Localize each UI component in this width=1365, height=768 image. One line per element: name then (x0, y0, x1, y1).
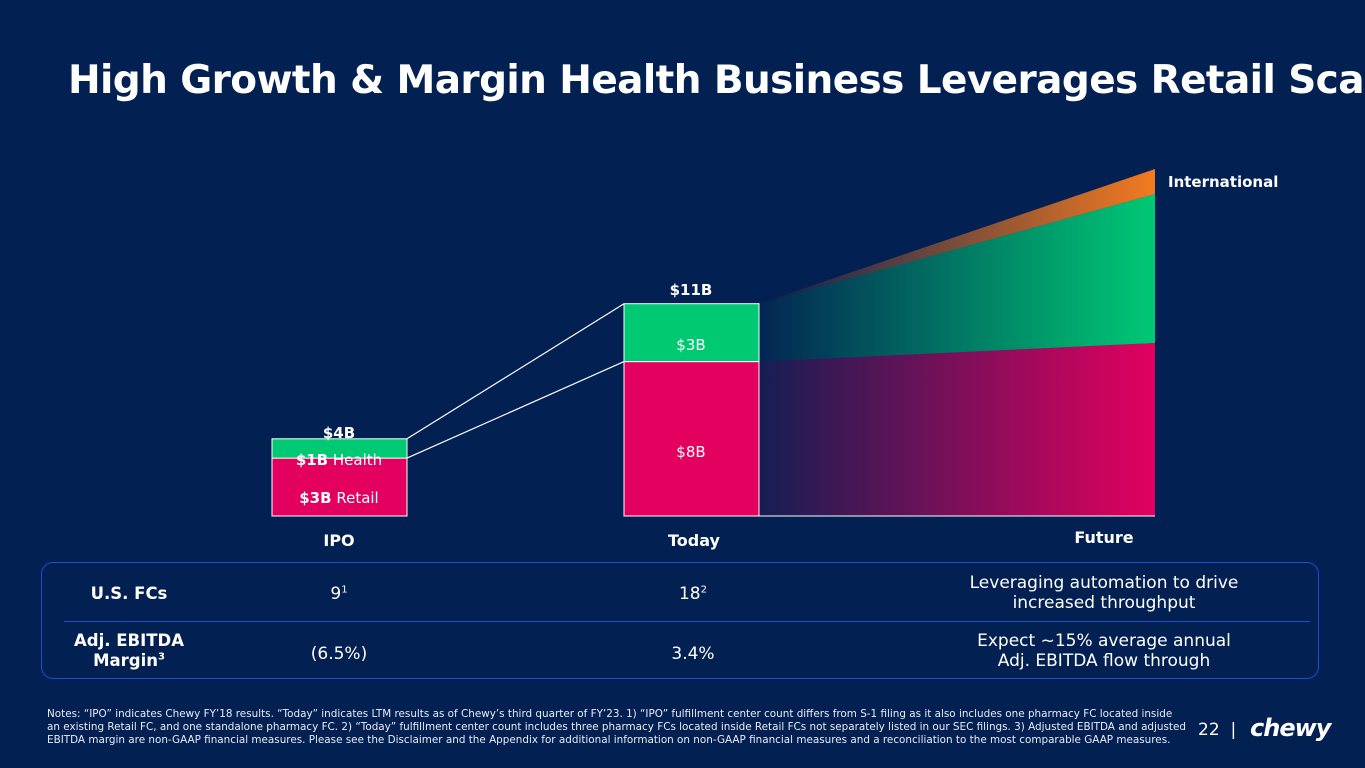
today-health-label: $3B (676, 336, 705, 354)
row-label-ebitda: Adj. EBITDA Margin3 (74, 631, 184, 670)
today-retail-label: $8B (676, 443, 705, 461)
today-total-label: $11B (670, 281, 713, 299)
fcs-future-text: Leveraging automation to drive increased … (969, 573, 1239, 613)
ipo-retail-label: $3B Retail (299, 489, 378, 507)
bar-retail-ipo (271, 457, 408, 517)
bar-health-ipo (271, 438, 408, 459)
ipo-health-label: $1B Health (296, 451, 382, 469)
fcs-today-value: 182 (678, 584, 708, 604)
connector-line-retail (406, 361, 625, 459)
ebitda-today-value: 3.4% (671, 644, 715, 664)
category-label-ipo: IPO (323, 531, 354, 550)
ipo-total-label: $4B (323, 424, 355, 442)
page-title: High Growth & Margin Health Business Lev… (68, 58, 1365, 103)
category-label-today: Today (668, 531, 721, 550)
bar-retail-today (623, 361, 760, 517)
ebitda-future-text: Expect ~15% average annual Adj. EBITDA fl… (977, 631, 1231, 671)
connector-line-total (406, 303, 625, 440)
future-international-area (759, 169, 1155, 304)
chewy-logo: chewy (1250, 714, 1331, 742)
footnotes: Notes: “IPO” indicates Chewy FY’18 resul… (47, 708, 1186, 746)
future-health-area (759, 194, 1155, 362)
category-label-future: Future (1074, 528, 1133, 547)
future-retail-area (759, 343, 1155, 516)
page-number: 22 | (1198, 720, 1237, 740)
international-label: International (1168, 173, 1278, 191)
table-divider (64, 621, 1310, 622)
ebitda-ipo-value: (6.5%) (310, 644, 368, 664)
growth-chart: $4B $1B Health $3B Retail $11B $3B $8B I… (271, 169, 1278, 550)
fcs-ipo-value: 91 (330, 584, 348, 604)
metrics-table (41, 562, 1319, 679)
row-label-fcs: U.S. FCs (90, 584, 168, 603)
